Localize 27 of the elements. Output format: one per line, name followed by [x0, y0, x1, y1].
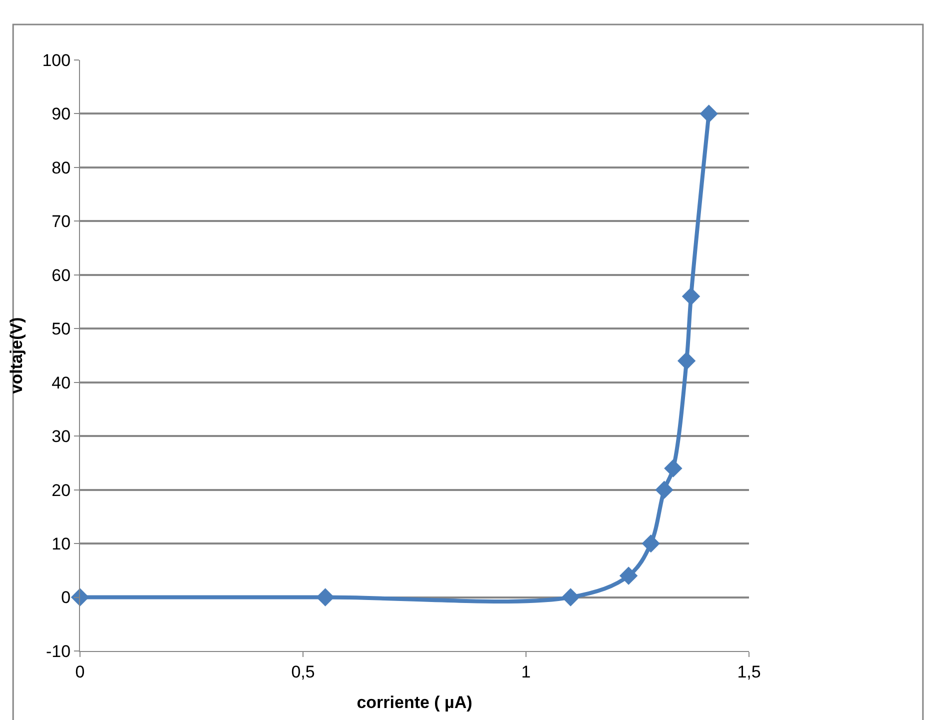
y-tick-label: -10	[46, 642, 71, 661]
point	[655, 480, 674, 499]
point	[562, 588, 580, 606]
x-tick-label: 0	[75, 662, 85, 682]
point	[619, 566, 638, 585]
y-tick-label: 30	[52, 427, 71, 446]
point	[682, 287, 700, 306]
x-axis-title: corriente ( µA)	[356, 692, 472, 712]
point	[316, 588, 334, 606]
point	[677, 352, 696, 370]
y-tick-label: 80	[52, 158, 71, 178]
y-tick-label: 90	[52, 104, 71, 124]
y-tick-label: 50	[52, 320, 71, 339]
point	[700, 104, 718, 123]
y-tick-label: 20	[52, 480, 71, 500]
x-tick-label: 1	[521, 662, 531, 682]
point	[664, 459, 682, 478]
x-tick-label: 1,5	[737, 662, 761, 682]
y-tick-label: 70	[52, 212, 71, 232]
y-tick-label: 40	[52, 373, 71, 392]
x-tick-label: 0,5	[291, 662, 315, 682]
y-axis-title: voltaje(V)	[6, 317, 26, 394]
y-tick-label: 0	[61, 588, 71, 608]
point	[642, 534, 660, 553]
y-tick-label: 60	[52, 266, 71, 285]
y-tick-label: 100	[42, 50, 71, 70]
y-tick-label: 10	[52, 534, 71, 554]
